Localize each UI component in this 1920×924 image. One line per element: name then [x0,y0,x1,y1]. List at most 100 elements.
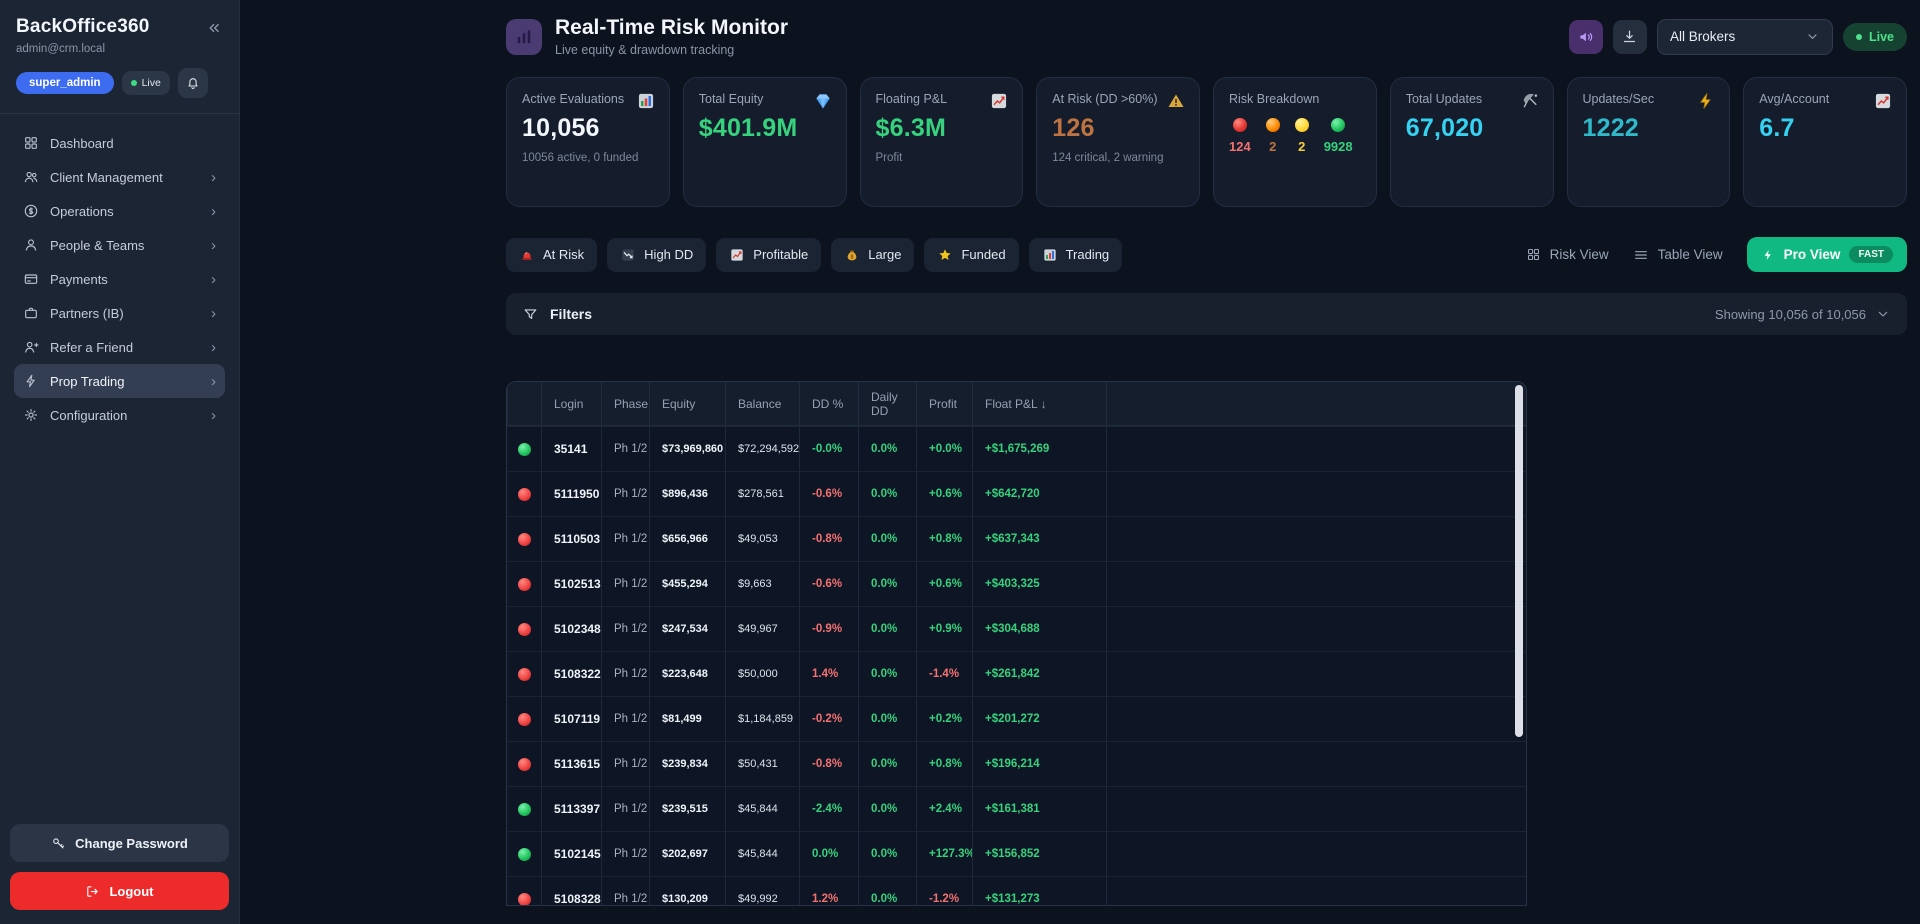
cell-filler [1106,562,1526,606]
cell-float-pl: +$161,381 [972,787,1106,831]
column-header[interactable]: Profit [916,382,972,425]
table-row[interactable]: 5102513 Ph 1/2 $455,294 $9,663 -0.6% 0.0… [507,561,1526,606]
filter-chip-label: Funded [961,247,1006,262]
cell-login: 5102513 [541,562,601,606]
sidebar-divider [0,113,239,114]
page-header: Real-Time Risk Monitor Live equity & dra… [240,0,1920,57]
table-row[interactable]: 5113615 Ph 1/2 $239,834 $50,431 -0.8% 0.… [507,741,1526,786]
stat-card: Floating P&L $6.3M Profit [859,77,1024,207]
column-header[interactable]: Equity [649,382,725,425]
cell-profit: -1.4% [916,652,972,696]
filter-chip-label: Large [868,247,902,262]
column-header[interactable]: Float P&L ↓ [972,382,1106,425]
stat-title: Total Equity [698,92,764,106]
cell-daily-dd: 0.0% [858,877,916,905]
stat-card: At Risk (DD >60%) 126 124 critical, 2 wa… [1036,77,1200,207]
table-row[interactable]: 5107119 Ph 1/2 $81,499 $1,184,859 -0.2% … [507,696,1526,741]
table-row[interactable]: 5113397 Ph 1/2 $239,515 $45,844 -2.4% 0.… [507,786,1526,831]
user-email: admin@crm.local [16,43,106,55]
cell-phase: Ph 1/2 [601,697,649,741]
sidebar-nav-item[interactable]: Prop Trading › [14,364,225,398]
cell-login: 5111950 [541,472,601,516]
logout-button[interactable]: Logout [10,872,229,910]
cell-equity: $81,499 [649,697,725,741]
cell-dd: -0.6% [799,562,858,606]
bar-chart-icon [1042,247,1058,263]
card-icon [23,271,39,287]
filter-chip[interactable]: At Risk [506,237,598,272]
table-row[interactable]: 5108322 Ph 1/2 $223,648 $50,000 1.4% 0.0… [507,651,1526,696]
risk-breakdown-row: 124 2 2 9928 [1229,117,1361,154]
sidebar-nav-item[interactable]: Configuration › [14,398,225,432]
sidebar-nav-item[interactable]: Operations › [14,194,225,228]
list-icon [1633,247,1649,263]
status-dot [517,622,531,636]
column-header[interactable]: Daily DD [858,382,916,425]
filter-chip[interactable]: Funded [924,237,1019,272]
column-header[interactable] [1106,382,1526,425]
column-header[interactable]: Balance [725,382,799,425]
sidebar-nav-item[interactable]: Partners (IB) › [14,296,225,330]
sidebar-nav-item[interactable]: Payments › [14,262,225,296]
cell-float-pl: +$201,272 [972,697,1106,741]
showing-count: Showing 10,056 of 10,056 [1714,306,1866,322]
stat-card-risk-breakdown: Risk Breakdown 124 2 2 [1213,77,1377,207]
sidebar-nav-item[interactable]: Dashboard [14,126,225,160]
filter-chip[interactable]: Profitable [716,237,822,272]
change-password-label: Change Password [75,835,188,851]
stat-subtitle: 124 critical, 2 warning [1052,151,1164,164]
chips-row: At Risk High DD Profitable Large Funded [506,237,1907,272]
stat-title: Updates/Sec [1582,92,1655,106]
change-password-button[interactable]: Change Password [10,824,229,862]
chevrons-left-icon [205,19,223,37]
filters-bar[interactable]: Filters Showing 10,056 of 10,056 [506,293,1907,335]
sidebar-nav-label: Dashboard [50,135,114,151]
chevron-right-icon: › [211,236,216,254]
filter-chip[interactable]: Trading [1028,237,1123,272]
table-row[interactable]: 35141 Ph 1/2 $73,969,860 $72,294,592 -0.… [507,426,1526,471]
risk-dot [1294,117,1309,132]
sidebar-nav-label: Refer a Friend [50,339,134,355]
broker-select[interactable]: All Brokers [1656,18,1833,55]
cell-equity: $73,969,860 [649,427,725,471]
table-row[interactable]: 5102348 Ph 1/2 $247,534 $49,967 -0.9% 0.… [507,606,1526,651]
table-row[interactable]: 5102145 Ph 1/2 $202,697 $45,844 0.0% 0.0… [507,831,1526,876]
table-row[interactable]: 5111950 Ph 1/2 $896,436 $278,561 -0.6% 0… [507,471,1526,516]
sidebar-nav-item[interactable]: Refer a Friend › [14,330,225,364]
live-dot [1855,33,1862,40]
cell-balance: $50,431 [725,742,799,786]
column-header[interactable]: Phase [601,382,649,425]
pro-view-button[interactable]: Pro View FAST [1746,237,1907,272]
table-view-button[interactable]: Table View [1633,247,1723,263]
table-row[interactable]: 5110503 Ph 1/2 $656,966 $49,053 -0.8% 0.… [507,516,1526,561]
stat-title: Avg/Account [1759,92,1830,106]
filter-chip[interactable]: High DD [607,237,707,272]
risk-dot [1232,117,1247,132]
stat-subtitle: Profit [875,151,903,164]
bolt-icon [23,373,39,389]
table-row[interactable]: 5108328 Ph 1/2 $130,209 $49,992 1.2% 0.0… [507,876,1526,905]
sidebar-nav-label: Partners (IB) [50,305,124,321]
sound-button[interactable] [1568,19,1603,54]
column-header[interactable]: DD % [799,382,858,425]
sidebar-nav-item[interactable]: People & Teams › [14,228,225,262]
sidebar-collapse-button[interactable] [205,19,223,37]
sidebar-live-label: Live [141,77,161,89]
gear-icon [23,407,39,423]
stat-title: Floating P&L [875,92,948,106]
column-header[interactable]: Login [541,382,601,425]
cell-equity: $202,697 [649,832,725,876]
cell-dd: -2.4% [799,787,858,831]
cell-equity: $455,294 [649,562,725,606]
table-scrollbar[interactable] [1515,385,1523,737]
notifications-button[interactable] [177,68,208,98]
role-badge: super_admin [16,72,114,94]
column-header[interactable] [507,382,541,425]
status-dot [517,802,531,816]
filter-chip[interactable]: Large [831,237,915,272]
fast-badge: FAST [1849,246,1893,263]
download-button[interactable] [1612,19,1647,54]
sidebar-nav-item[interactable]: Client Management › [14,160,225,194]
user-icon [23,237,39,253]
risk-view-button[interactable]: Risk View [1526,247,1609,262]
